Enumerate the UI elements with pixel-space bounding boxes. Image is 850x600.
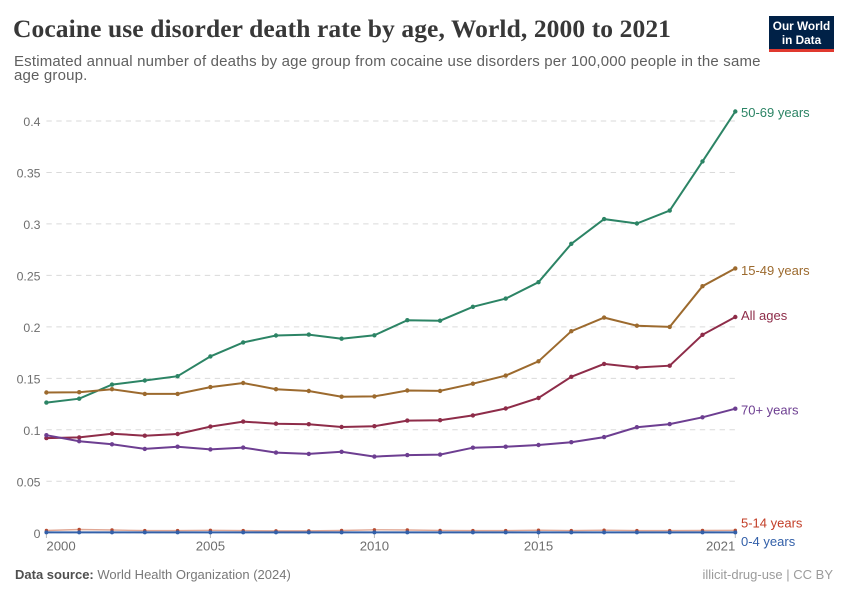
svg-text:0.4: 0.4	[23, 115, 40, 129]
svg-text:0.35: 0.35	[17, 167, 41, 181]
svg-text:0-4 years: 0-4 years	[741, 534, 796, 549]
svg-text:0.05: 0.05	[17, 475, 41, 489]
svg-text:15-49 years: 15-49 years	[741, 263, 810, 278]
svg-text:0.1: 0.1	[23, 424, 40, 438]
svg-text:0.15: 0.15	[17, 372, 41, 386]
svg-text:5-14 years: 5-14 years	[741, 516, 803, 531]
svg-text:70+ years: 70+ years	[741, 403, 799, 418]
svg-text:2010: 2010	[360, 539, 389, 554]
svg-text:All ages: All ages	[741, 308, 788, 323]
svg-text:2000: 2000	[46, 539, 75, 554]
svg-text:0.2: 0.2	[23, 321, 40, 335]
svg-text:0.3: 0.3	[23, 218, 40, 232]
svg-text:50-69 years: 50-69 years	[741, 105, 810, 120]
svg-text:2005: 2005	[196, 539, 225, 554]
svg-text:0.25: 0.25	[17, 269, 41, 283]
svg-text:2021: 2021	[706, 539, 735, 554]
svg-text:0: 0	[34, 527, 41, 541]
svg-text:2015: 2015	[524, 539, 553, 554]
